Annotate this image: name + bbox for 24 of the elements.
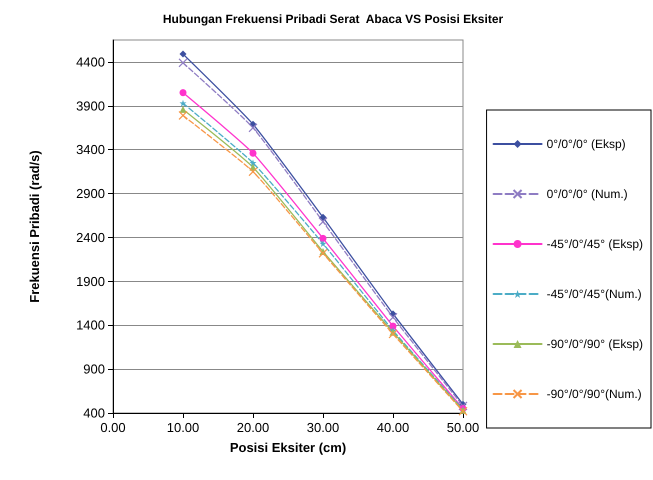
legend-label: -90°/0°/90° (Eksp) <box>546 337 644 351</box>
legend-label: -45°/0°/45° (Eksp) <box>546 237 644 251</box>
x-tick-label: 10.00 <box>166 420 200 435</box>
y-tick-label: 2400 <box>76 230 105 245</box>
y-axis-title: Frekuensi Pribadi (rad/s) <box>27 150 42 303</box>
y-tick-label: 1400 <box>76 318 105 333</box>
y-tick-label: 3400 <box>76 142 105 158</box>
legend-label: 0°/0°/0° (Eksp) <box>546 137 626 151</box>
x-tick-label: 40.00 <box>376 420 410 435</box>
y-tick-label: 2900 <box>76 186 105 202</box>
y-tick-label: 900 <box>83 362 105 377</box>
y-tick-label: 400 <box>83 406 105 420</box>
x-tick-label: 0.00 <box>100 420 126 435</box>
x-axis-title: Posisi Eksiter (cm) <box>230 440 346 455</box>
y-tick-label: 1900 <box>76 274 105 289</box>
legend-label: -90°/0°/90°(Num.) <box>546 387 642 401</box>
legend-label: -45°/0°/45°(Num.) <box>546 287 642 301</box>
legend-label: 0°/0°/0° (Num.) <box>546 187 628 201</box>
x-tick-label: 50.00 <box>446 420 480 435</box>
chart-title: Hubungan Frekuensi Pribadi Serat Abaca VS Posisi Eksiter <box>162 12 504 26</box>
x-tick-label: 30.00 <box>306 420 340 435</box>
y-tick-label: 4400 <box>76 54 105 70</box>
y-tick-label: 3900 <box>76 98 105 114</box>
x-tick-label: 20.00 <box>236 420 270 435</box>
